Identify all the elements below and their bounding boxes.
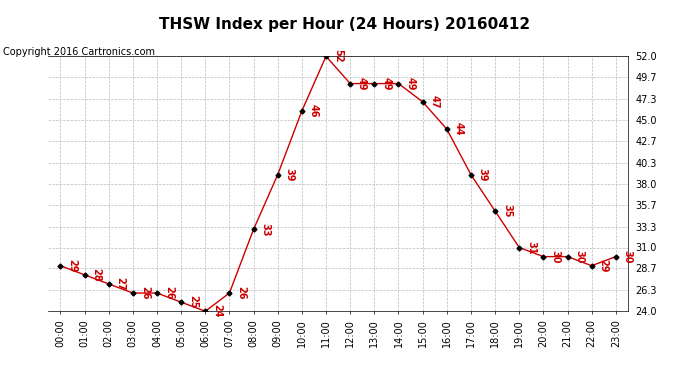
Text: 24: 24 [213, 304, 222, 318]
Text: 27: 27 [116, 277, 126, 291]
Text: 26: 26 [237, 286, 246, 300]
Text: 29: 29 [68, 259, 77, 273]
Text: 39: 39 [285, 168, 295, 182]
Text: 29: 29 [599, 259, 609, 273]
Text: 35: 35 [502, 204, 512, 218]
Text: 47: 47 [430, 95, 440, 108]
Text: 46: 46 [309, 104, 319, 118]
Text: 52: 52 [333, 50, 343, 63]
Text: 49: 49 [382, 77, 391, 90]
Text: 28: 28 [92, 268, 101, 282]
Text: 49: 49 [406, 77, 415, 90]
Text: 39: 39 [478, 168, 488, 182]
Text: THSW Index per Hour (24 Hours) 20160412: THSW Index per Hour (24 Hours) 20160412 [159, 17, 531, 32]
Text: Copyright 2016 Cartronics.com: Copyright 2016 Cartronics.com [3, 47, 155, 57]
Text: 31: 31 [526, 241, 536, 254]
Text: 44: 44 [454, 122, 464, 136]
Text: 30: 30 [551, 250, 560, 263]
Text: 26: 26 [164, 286, 174, 300]
Text: THSW  (°F): THSW (°F) [563, 37, 627, 47]
Text: 25: 25 [188, 296, 198, 309]
Text: 33: 33 [261, 222, 270, 236]
Text: 49: 49 [357, 77, 367, 90]
Text: 30: 30 [623, 250, 633, 263]
Text: 30: 30 [575, 250, 584, 263]
Text: 26: 26 [140, 286, 150, 300]
